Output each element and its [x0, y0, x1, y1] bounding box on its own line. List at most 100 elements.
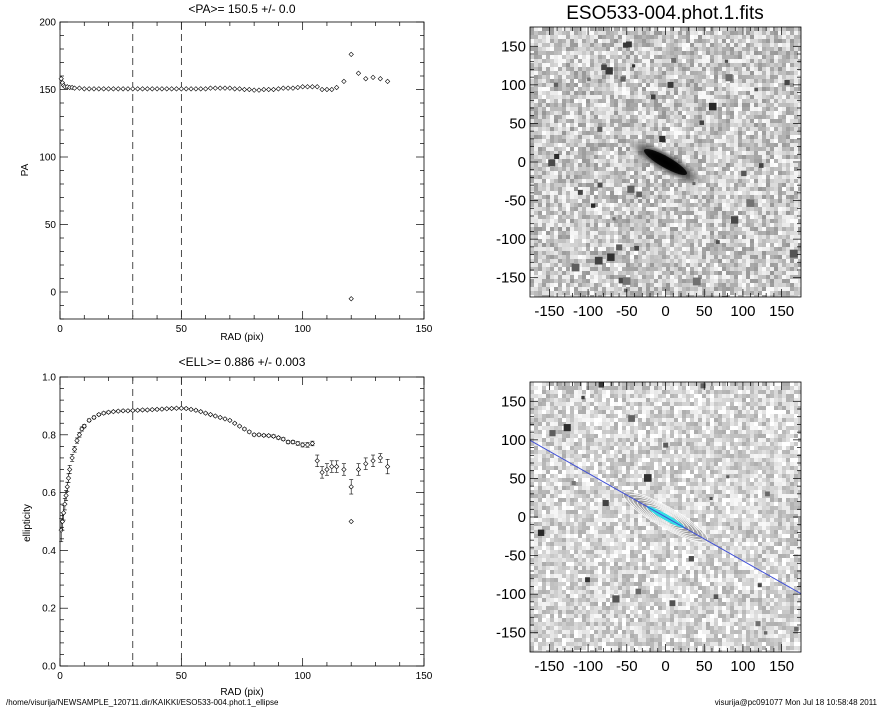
- noise-pixel: [762, 99, 766, 103]
- noise-pixel: [722, 235, 726, 239]
- noise-pixel: [610, 187, 614, 191]
- noise-pixel: [698, 203, 702, 207]
- noise-pixel: [682, 147, 686, 151]
- noise-pixel: [798, 127, 801, 131]
- noise-pixel: [582, 99, 586, 103]
- y-tick-label: 150: [39, 85, 56, 96]
- noise-pixel: [742, 143, 746, 147]
- noise-pixel: [702, 247, 706, 251]
- noise-pixel: [582, 139, 586, 143]
- noise-pixel: [734, 283, 738, 287]
- noise-pixel: [742, 251, 746, 255]
- noise-pixel: [654, 199, 658, 203]
- noise-pixel: [614, 227, 618, 231]
- noise-pixel: [658, 35, 662, 39]
- noise-pixel: [710, 55, 714, 59]
- noise-pixel: [774, 59, 778, 63]
- noise-pixel: [706, 63, 710, 67]
- noise-pixel: [686, 183, 690, 187]
- noise-pixel: [702, 91, 706, 95]
- noise-pixel: [542, 83, 546, 87]
- noise-pixel: [654, 219, 658, 223]
- noise-pixel: [666, 51, 670, 55]
- noise-pixel: [718, 215, 722, 219]
- noise-pixel: [730, 187, 734, 191]
- noise-pixel: [682, 47, 686, 51]
- noise-pixel: [706, 139, 710, 143]
- noise-pixel: [706, 107, 710, 111]
- noise-pixel: [778, 167, 782, 171]
- noise-pixel: [714, 31, 718, 35]
- noise-pixel: [594, 83, 598, 87]
- noise-pixel: [618, 95, 622, 99]
- data-point: [348, 484, 354, 490]
- noise-pixel: [738, 51, 742, 55]
- noise-pixel: [590, 163, 594, 167]
- noise-pixel: [798, 27, 801, 31]
- noise-pixel: [686, 239, 690, 243]
- noise-pixel: [646, 115, 650, 119]
- noise-pixel: [654, 275, 658, 279]
- noise-pixel: [662, 215, 666, 219]
- noise-pixel: [554, 111, 558, 115]
- noise-pixel: [742, 195, 746, 199]
- data-point: [207, 85, 214, 91]
- noise-pixel: [618, 99, 622, 103]
- noise-pixel: [542, 135, 546, 139]
- noise-pixel: [534, 123, 538, 127]
- noise-pixel: [706, 199, 710, 203]
- noise-pixel: [690, 131, 694, 135]
- noise-pixel: [534, 247, 538, 251]
- noise-pixel: [738, 59, 742, 63]
- noise-pixel: [742, 279, 746, 283]
- noise-pixel: [738, 187, 742, 191]
- noise-pixel: [670, 75, 674, 79]
- noise-pixel: [662, 107, 666, 111]
- noise-pixel: [734, 87, 738, 91]
- noise-pixel: [742, 103, 746, 107]
- noise-pixel: [554, 99, 558, 103]
- noise-pixel: [670, 115, 674, 119]
- noise-pixel: [722, 67, 726, 71]
- noise-pixel: [534, 279, 538, 283]
- noise-pixel: [654, 175, 658, 179]
- noise-pixel: [566, 255, 570, 259]
- noise-pixel: [562, 187, 566, 191]
- noise-pixel: [538, 131, 542, 135]
- noise-pixel: [538, 259, 542, 263]
- noise-pixel: [734, 103, 738, 107]
- noise-pixel: [594, 235, 598, 239]
- noise-pixel: [562, 179, 566, 183]
- noise-pixel: [674, 247, 678, 251]
- noise-pixel: [562, 279, 566, 283]
- noise-pixel: [582, 155, 586, 159]
- noise-pixel: [706, 47, 710, 51]
- noise-pixel: [638, 275, 642, 279]
- noise-pixel: [594, 87, 598, 91]
- noise-pixel: [582, 163, 586, 167]
- noise-pixel: [650, 119, 654, 123]
- noise-pixel: [566, 163, 570, 167]
- noise-pixel: [710, 187, 714, 191]
- noise-pixel: [690, 83, 694, 87]
- noise-pixel: [606, 155, 610, 159]
- noise-pixel: [694, 31, 698, 35]
- data-point: [169, 86, 175, 92]
- noise-pixel: [586, 135, 590, 139]
- noise-pixel: [754, 103, 758, 107]
- noise-pixel: [542, 47, 546, 51]
- noise-pixel: [626, 159, 630, 163]
- noise-pixel: [626, 63, 630, 67]
- noise-pixel: [586, 215, 590, 219]
- noise-pixel: [670, 55, 674, 59]
- noise-pixel: [762, 279, 766, 283]
- noise-pixel: [698, 143, 702, 147]
- noise-pixel: [746, 111, 750, 115]
- noise-pixel: [678, 243, 682, 247]
- noise-pixel: [770, 227, 774, 231]
- noise-pixel: [574, 151, 578, 155]
- noise-pixel: [586, 175, 590, 179]
- noise-pixel: [550, 123, 554, 127]
- noise-pixel: [578, 43, 582, 47]
- noise-pixel: [758, 227, 762, 231]
